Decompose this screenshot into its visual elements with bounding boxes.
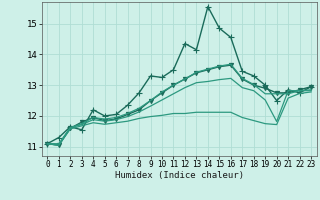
X-axis label: Humidex (Indice chaleur): Humidex (Indice chaleur) (115, 171, 244, 180)
